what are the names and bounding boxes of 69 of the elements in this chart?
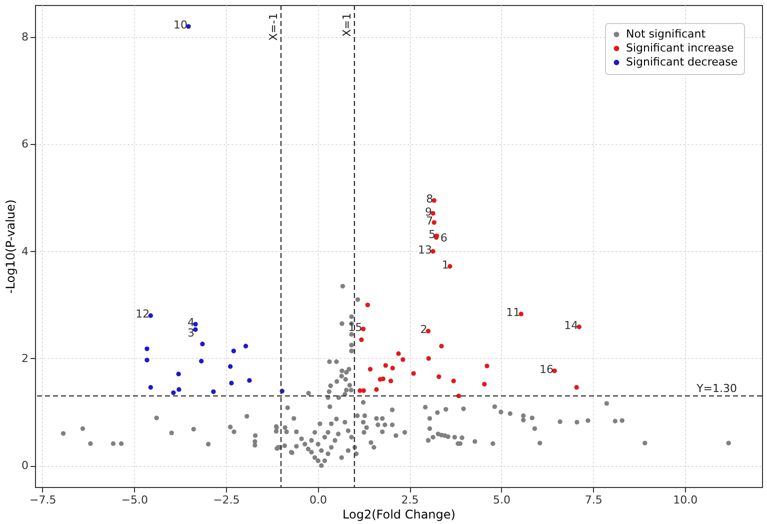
point bbox=[148, 313, 154, 318]
point bbox=[436, 374, 442, 380]
y-tick-label: 6 bbox=[22, 138, 28, 151]
point bbox=[368, 366, 373, 372]
point bbox=[243, 344, 248, 348]
y-axis-title: -Log10(P-value) bbox=[4, 199, 18, 294]
point bbox=[484, 364, 490, 368]
point bbox=[231, 348, 236, 354]
point bbox=[482, 382, 487, 387]
point bbox=[171, 390, 176, 396]
point bbox=[144, 346, 150, 352]
point bbox=[198, 358, 204, 364]
point bbox=[388, 378, 394, 384]
ref-line-label: X=-1 bbox=[267, 13, 280, 41]
point bbox=[574, 385, 579, 390]
annotation: 5 bbox=[428, 228, 436, 241]
point bbox=[448, 264, 452, 269]
point bbox=[426, 356, 431, 361]
point bbox=[374, 387, 379, 392]
x-tick-label: 7.5 bbox=[584, 494, 602, 506]
ref-line-label: X=1 bbox=[340, 13, 354, 37]
annotation: 13 bbox=[418, 243, 432, 256]
point bbox=[451, 378, 456, 384]
x-tick-label: 5.0 bbox=[493, 494, 511, 506]
point bbox=[229, 380, 234, 386]
y-tick-label: 0 bbox=[22, 459, 28, 472]
legend-label: Not significant bbox=[626, 28, 706, 40]
annotation: 1 bbox=[442, 258, 449, 272]
annotation: 2 bbox=[420, 323, 428, 336]
point bbox=[380, 376, 386, 382]
x-tick-label: −7.5 bbox=[29, 494, 56, 506]
point bbox=[361, 388, 366, 393]
annotation: 16 bbox=[540, 362, 554, 376]
x-axis-title: Log2(Fold Change) bbox=[342, 508, 456, 522]
point bbox=[439, 344, 444, 348]
x-tick-label: −2.5 bbox=[213, 494, 240, 506]
point bbox=[228, 364, 233, 369]
point bbox=[211, 389, 216, 394]
legend-label: Significant increase bbox=[626, 42, 734, 54]
point bbox=[200, 342, 205, 346]
y-tick-label: 8 bbox=[22, 30, 28, 44]
annotation: 6 bbox=[440, 231, 448, 244]
point bbox=[176, 372, 181, 376]
annotation: 8 bbox=[426, 192, 434, 206]
point bbox=[148, 385, 154, 390]
point bbox=[365, 302, 370, 308]
y-tick-label: 2 bbox=[22, 352, 28, 365]
ref-line-label: Y=1.30 bbox=[696, 382, 737, 395]
x-tick-label: 10.0 bbox=[673, 494, 698, 506]
annotation: 3 bbox=[187, 326, 194, 340]
point bbox=[383, 363, 388, 368]
annotation: 14 bbox=[564, 318, 578, 332]
annotation: 4 bbox=[187, 316, 194, 330]
x-tick-label: −5.0 bbox=[121, 494, 148, 506]
point bbox=[247, 378, 252, 383]
legend-label: Significant decrease bbox=[626, 56, 738, 68]
annotation: 10 bbox=[173, 18, 188, 32]
x-tick-label: 2.5 bbox=[401, 494, 419, 506]
point bbox=[176, 387, 182, 392]
point bbox=[396, 351, 401, 356]
annotation: 11 bbox=[506, 306, 520, 320]
point bbox=[144, 358, 150, 362]
point bbox=[390, 366, 395, 370]
y-tick-label: 4 bbox=[22, 244, 28, 258]
x-tick-label: 0.0 bbox=[309, 494, 327, 506]
point bbox=[400, 357, 406, 362]
point bbox=[411, 371, 416, 376]
point bbox=[359, 337, 364, 342]
annotation: 12 bbox=[136, 308, 150, 321]
